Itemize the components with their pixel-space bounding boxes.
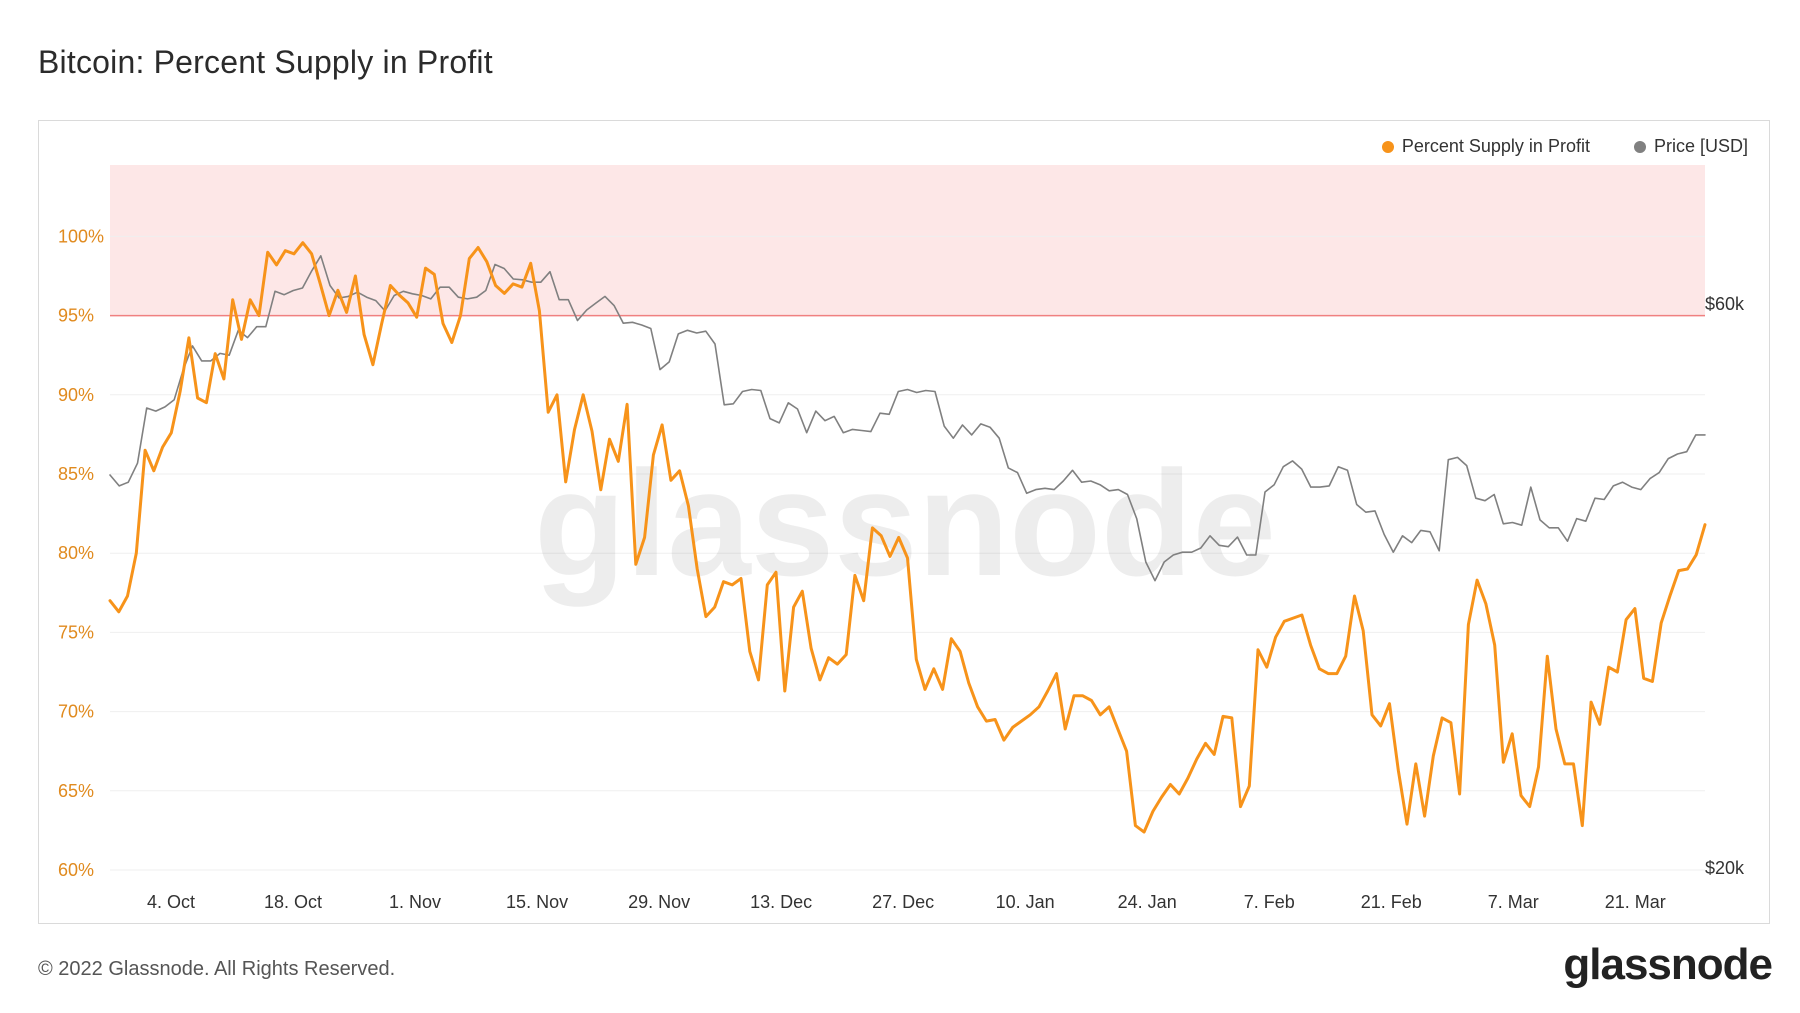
y-left-tick-label: 60% [58, 860, 94, 880]
y-left-tick-label: 65% [58, 781, 94, 801]
x-tick-label: 4. Oct [147, 892, 195, 912]
legend-dot-price [1633, 140, 1646, 153]
x-tick-label: 21. Feb [1361, 892, 1422, 912]
legend-dot-supply [1381, 140, 1394, 153]
brand-logo: glassnode [1563, 940, 1773, 989]
price-series-line [109, 255, 1706, 582]
x-tick-label: 24. Jan [1118, 892, 1177, 912]
legend-label-supply: Percent Supply in Profit [1401, 136, 1590, 156]
x-tick-label: 18. Oct [264, 892, 322, 912]
x-tick-label: 29. Nov [628, 892, 690, 912]
overheated-zone-band [110, 165, 1705, 316]
glassnode-watermark: glassnode [534, 439, 1276, 607]
y-left-tick-label: 80% [58, 543, 94, 563]
y-left-tick-label: 75% [58, 622, 94, 642]
x-tick-label: 7. Feb [1244, 892, 1295, 912]
legend-item-supply[interactable]: Percent Supply in Profit [1381, 136, 1590, 157]
chart-title: Bitcoin: Percent Supply in Profit [38, 44, 493, 80]
x-tick-label: 13. Dec [750, 892, 812, 912]
x-tick-label: 15. Nov [506, 892, 568, 912]
y-left-tick-label: 90% [58, 385, 94, 405]
legend-label-price: Price [USD] [1653, 136, 1748, 156]
copyright-footer: © 2022 Glassnode. All Rights Reserved. [38, 958, 396, 980]
x-tick-label: 21. Mar [1605, 892, 1666, 912]
y-left-tick-label: 70% [58, 702, 94, 722]
y-right-tick-label: $20k [1705, 858, 1745, 878]
legend-item-price[interactable]: Price [USD] [1633, 136, 1748, 157]
x-tick-label: 27. Dec [872, 892, 934, 912]
y-left-tick-label: 85% [58, 464, 94, 484]
chart-panel [38, 120, 1770, 924]
x-tick-label: 7. Mar [1488, 892, 1539, 912]
chart-legend: Percent Supply in Profit Price [USD] [1381, 136, 1748, 157]
y-right-tick-label: $60k [1705, 294, 1745, 314]
x-tick-label: 1. Nov [389, 892, 441, 912]
supply-in-profit-series-line [108, 241, 1707, 834]
y-left-tick-label: 100% [58, 226, 104, 246]
x-tick-label: 10. Jan [996, 892, 1055, 912]
y-left-tick-label: 95% [58, 306, 94, 326]
